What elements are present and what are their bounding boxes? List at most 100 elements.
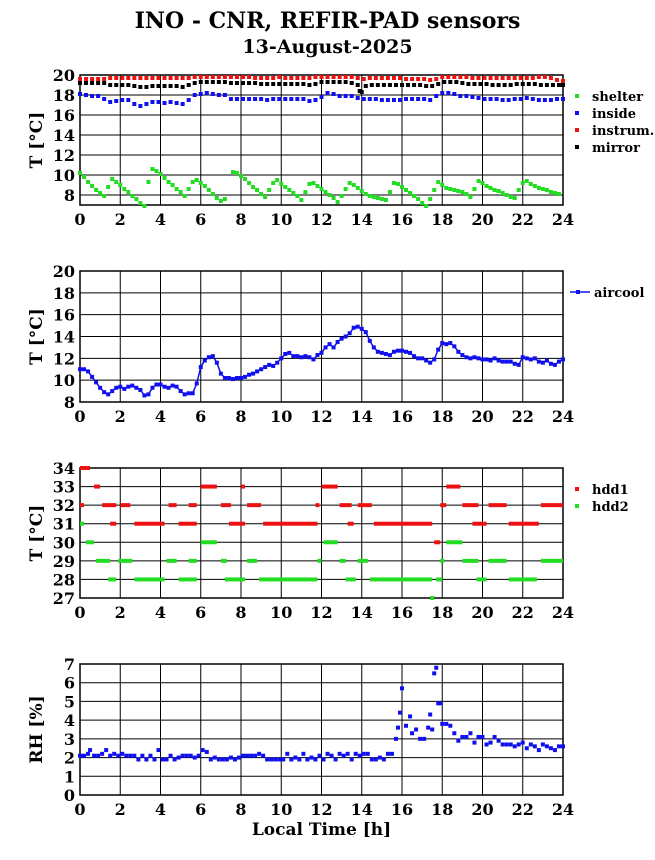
data-point (554, 97, 559, 101)
data-point (98, 191, 103, 195)
data-run (166, 558, 177, 563)
data-point (277, 75, 282, 79)
x-tick-label: 20 (471, 407, 493, 426)
data-run (434, 540, 441, 545)
x-tick-label: 4 (155, 603, 166, 622)
x-tick-label: 22 (512, 800, 534, 819)
data-point (138, 76, 143, 80)
x-tick-label: 12 (310, 210, 332, 229)
data-point (361, 77, 366, 81)
y-tick-label: 12 (53, 349, 75, 368)
data-point (444, 186, 449, 190)
y-tick-label: 34 (53, 459, 75, 478)
data-point (410, 97, 415, 101)
data-point (404, 723, 409, 728)
data-point (230, 170, 235, 174)
data-point (259, 76, 264, 80)
series-hdd2: hdd2 (80, 500, 629, 600)
data-point (365, 751, 370, 756)
data-point (325, 91, 330, 95)
data-point (162, 176, 167, 180)
legend-swatch (575, 94, 579, 98)
data-point (120, 98, 125, 102)
data-point (377, 755, 382, 760)
data-point (389, 751, 394, 756)
data-run (96, 558, 111, 563)
data-point (357, 753, 362, 758)
y-tick-label: 28 (53, 570, 75, 589)
data-run (315, 503, 320, 508)
data-run (80, 521, 84, 526)
y-tick-label: 31 (53, 515, 75, 534)
data-point (424, 358, 429, 363)
data-point (178, 389, 183, 394)
data-point (114, 385, 119, 390)
x-tick-label: 8 (235, 407, 246, 426)
plot-frame (79, 270, 564, 403)
data-point (325, 75, 330, 79)
y-tick-label: 16 (53, 106, 75, 125)
y-tick-label: 20 (53, 262, 75, 281)
data-point (561, 97, 565, 101)
y-tick-label: 10 (53, 371, 75, 390)
data-point (355, 96, 360, 100)
data-run (357, 503, 372, 508)
x-tick-label: 4 (155, 407, 166, 426)
data-point (78, 92, 82, 96)
data-point (476, 76, 481, 80)
data-point (214, 360, 219, 365)
data-run (263, 521, 318, 526)
data-point (102, 97, 107, 101)
data-point (561, 83, 565, 87)
data-point (426, 725, 431, 730)
data-point (538, 83, 543, 87)
data-point (408, 191, 413, 195)
data-point (466, 82, 471, 86)
data-point (418, 83, 423, 87)
data-point (548, 98, 553, 102)
data-point (536, 75, 541, 79)
data-point (110, 389, 115, 394)
data-point (335, 200, 340, 204)
data-point (192, 755, 197, 760)
y-tick-label: 0 (64, 786, 75, 805)
data-point (102, 81, 107, 85)
data-point (436, 82, 441, 86)
data-point (138, 104, 143, 108)
data-point (313, 757, 318, 762)
data-point (186, 187, 191, 191)
data-point (222, 75, 227, 79)
data-point (126, 76, 131, 80)
data-point (94, 188, 99, 192)
data-point (194, 178, 199, 182)
data-point (381, 757, 386, 762)
data-point (307, 83, 312, 87)
data-point (222, 375, 227, 380)
data-point (428, 360, 433, 365)
data-point (220, 757, 225, 762)
data-point (289, 82, 294, 86)
data-point (297, 757, 302, 762)
data-point (305, 757, 310, 762)
data-point (414, 727, 419, 732)
data-point (283, 185, 288, 189)
data-point (162, 384, 167, 389)
data-point (271, 82, 276, 86)
data-point (110, 177, 115, 181)
data-point (142, 393, 147, 398)
data-point (482, 97, 487, 101)
data-point (530, 76, 535, 80)
data-point (210, 80, 215, 84)
data-point (102, 77, 107, 81)
data-point (400, 185, 404, 189)
data-point (428, 78, 433, 82)
data-point (446, 75, 451, 79)
data-point (138, 85, 143, 89)
data-point (315, 353, 320, 358)
data-point (460, 353, 465, 358)
data-point (84, 93, 89, 97)
data-point (536, 98, 541, 102)
data-point (168, 100, 173, 104)
data-point (202, 358, 207, 363)
